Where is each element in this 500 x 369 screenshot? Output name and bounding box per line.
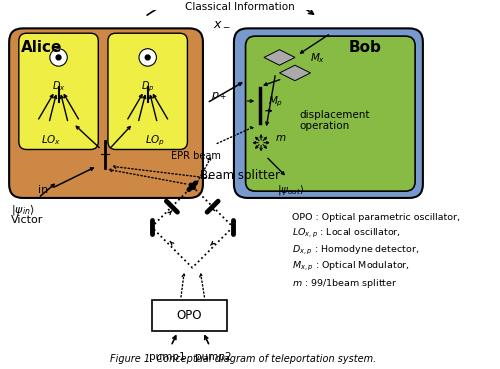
Bar xyxy=(152,300,227,331)
Text: in: in xyxy=(38,185,48,195)
Polygon shape xyxy=(280,65,310,81)
Text: Beam splitter: Beam splitter xyxy=(200,169,280,182)
Text: $M_x$: $M_x$ xyxy=(310,51,326,65)
Polygon shape xyxy=(264,50,295,65)
FancyArrowPatch shape xyxy=(147,0,314,15)
Text: $m$ : 99/1beam splitter: $m$ : 99/1beam splitter xyxy=(292,277,398,290)
FancyBboxPatch shape xyxy=(19,33,98,149)
Text: EPR beam: EPR beam xyxy=(171,151,221,161)
Text: $x_-$: $x_-$ xyxy=(212,17,230,30)
Text: $LO_x$: $LO_x$ xyxy=(40,133,61,146)
Text: Bob: Bob xyxy=(348,40,381,55)
Text: Victor: Victor xyxy=(11,215,44,225)
Text: Figure 1. Conceptual diagram of teleportation system.: Figure 1. Conceptual diagram of teleport… xyxy=(110,354,377,363)
Text: $|\psi_{in}\rangle$: $|\psi_{in}\rangle$ xyxy=(11,203,35,217)
Text: $D_x$: $D_x$ xyxy=(52,80,66,93)
FancyBboxPatch shape xyxy=(108,33,188,149)
Text: Alice: Alice xyxy=(21,40,62,55)
Text: $D_{x,p}$ : Homodyne detector,: $D_{x,p}$ : Homodyne detector, xyxy=(292,244,419,257)
Text: pump2: pump2 xyxy=(195,352,232,362)
Text: displacement: displacement xyxy=(300,110,370,120)
Text: Classical Information: Classical Information xyxy=(186,2,295,12)
Text: $p_+$: $p_+$ xyxy=(210,90,227,102)
FancyBboxPatch shape xyxy=(246,36,415,191)
FancyBboxPatch shape xyxy=(234,28,423,198)
Text: $M_{x,p}$ : Optical Modulator,: $M_{x,p}$ : Optical Modulator, xyxy=(292,260,410,273)
Text: $D_p$: $D_p$ xyxy=(141,79,154,94)
Text: OPO : Optical parametric oscillator,: OPO : Optical parametric oscillator, xyxy=(292,213,460,222)
Text: OPO: OPO xyxy=(176,309,202,322)
Text: $M_p$: $M_p$ xyxy=(268,94,283,109)
Text: $LO_{x,p}$ : Local oscillator,: $LO_{x,p}$ : Local oscillator, xyxy=(292,227,401,240)
Text: pump1: pump1 xyxy=(148,352,186,362)
Text: operation: operation xyxy=(300,121,350,131)
Text: $LO_p$: $LO_p$ xyxy=(146,133,166,148)
Circle shape xyxy=(146,55,150,60)
Circle shape xyxy=(56,55,61,60)
Text: $|\psi_{out}\rangle$: $|\psi_{out}\rangle$ xyxy=(276,183,304,197)
FancyBboxPatch shape xyxy=(9,28,203,198)
Circle shape xyxy=(50,49,68,66)
Circle shape xyxy=(139,49,156,66)
Text: $m$: $m$ xyxy=(274,133,286,143)
